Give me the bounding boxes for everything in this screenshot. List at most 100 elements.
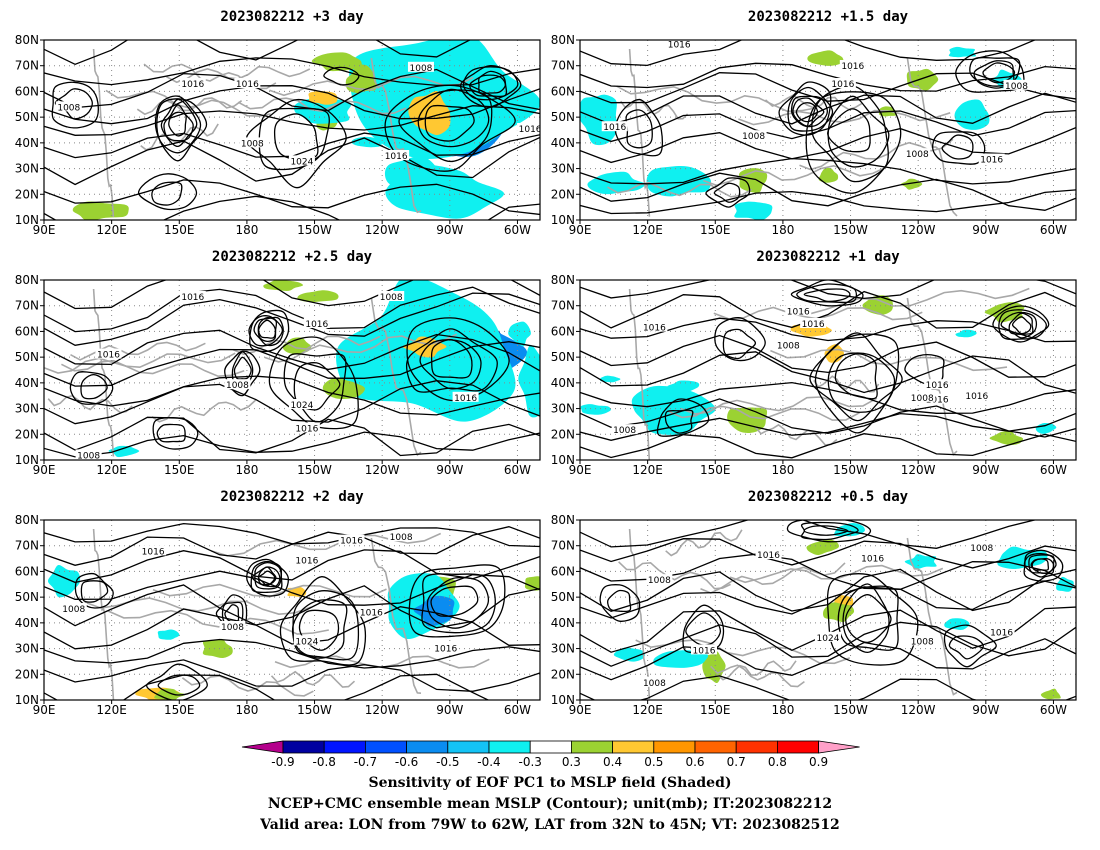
lon-tick-label: 150E bbox=[700, 703, 731, 717]
mslp-closed-contour bbox=[787, 86, 834, 132]
contour-label-bg bbox=[224, 379, 251, 390]
contour-label-bg bbox=[95, 348, 122, 359]
lat-tick-label: 10N bbox=[15, 213, 39, 227]
lat-tick-label: 80N bbox=[551, 273, 575, 287]
sensitivity-shading bbox=[384, 155, 437, 194]
sensitivity-shading bbox=[345, 64, 377, 94]
contour-label: 1024 bbox=[817, 634, 840, 644]
lat-tick-label: 40N bbox=[551, 376, 575, 390]
coastline bbox=[370, 57, 422, 214]
mslp-contour bbox=[44, 375, 540, 416]
sensitivity-shading bbox=[580, 404, 612, 415]
lon-tick-label: 150E bbox=[164, 703, 195, 717]
lat-tick-label: 20N bbox=[551, 427, 575, 441]
colorbar-label: 0.6 bbox=[685, 755, 704, 769]
contour-label-bg bbox=[239, 137, 266, 148]
lon-tick-label: 90E bbox=[569, 223, 592, 237]
mslp-closed-contour bbox=[845, 594, 892, 644]
panel-frame bbox=[43, 39, 541, 221]
lon-tick-label: 150W bbox=[297, 223, 332, 237]
panel-title: 2023082212 +3 day bbox=[220, 9, 364, 25]
mslp-closed-contour bbox=[803, 525, 849, 536]
lat-tick-label: 10N bbox=[551, 693, 575, 707]
contour-label-bg bbox=[378, 291, 405, 301]
mslp-closed-contour bbox=[233, 356, 252, 380]
mslp-contour bbox=[580, 638, 1076, 681]
colorbar-segment bbox=[323, 740, 366, 754]
lon-tick-label: 90E bbox=[33, 463, 56, 477]
panel-title: 2023082212 +2.5 day bbox=[212, 249, 373, 265]
lat-tick-label: 30N bbox=[551, 642, 575, 656]
contour-label: 1008 bbox=[648, 576, 671, 586]
contour-label-bg bbox=[517, 123, 540, 133]
mslp-closed-contour bbox=[54, 88, 93, 120]
contour-label: 1016 bbox=[668, 40, 691, 50]
lat-tick-label: 40N bbox=[15, 616, 39, 630]
colorbar-segment bbox=[818, 740, 860, 754]
contour-label: 1024 bbox=[295, 637, 318, 647]
mslp-closed-contour bbox=[421, 573, 496, 634]
mslp-contour bbox=[580, 317, 1076, 343]
mslp-closed-contour bbox=[607, 589, 632, 613]
mslp-contour bbox=[580, 72, 1076, 104]
mslp-closed-contour bbox=[790, 95, 828, 128]
contour-label: 1016 bbox=[181, 80, 204, 90]
contour-label-bg bbox=[55, 101, 82, 112]
sensitivity-shading bbox=[806, 538, 840, 555]
sensitivity-shading bbox=[263, 280, 303, 291]
sensitivity-shading bbox=[734, 201, 773, 220]
lat-tick-label: 10N bbox=[15, 453, 39, 467]
contour-label-bg bbox=[829, 78, 856, 88]
mslp-closed-contour bbox=[69, 371, 114, 405]
coastline bbox=[181, 675, 314, 697]
lat-tick-label: 10N bbox=[15, 693, 39, 707]
mslp-closed-contour bbox=[156, 98, 208, 162]
mslp-contour bbox=[44, 105, 540, 136]
mslp-closed-contour bbox=[469, 70, 508, 98]
lon-tick-label: 180 bbox=[235, 463, 258, 477]
sensitivity-shading bbox=[508, 321, 531, 347]
colorbar-label: -0.7 bbox=[354, 755, 377, 769]
lon-tick-label: 90E bbox=[569, 703, 592, 717]
lat-tick-label: 80N bbox=[551, 33, 575, 47]
contour-label-bg bbox=[338, 534, 365, 545]
coastline bbox=[92, 528, 115, 700]
colorbar-label: 0.4 bbox=[603, 755, 622, 769]
colorbar-segment bbox=[612, 740, 655, 754]
lon-tick-label: 60W bbox=[1040, 703, 1067, 717]
lon-tick-label: 120E bbox=[96, 703, 127, 717]
sensitivity-shading bbox=[901, 178, 923, 190]
contour-label: 1008 bbox=[911, 637, 934, 647]
lon-tick-label: 180 bbox=[235, 223, 258, 237]
mslp-contour bbox=[580, 40, 1037, 67]
contour-label: 1008 bbox=[911, 394, 934, 404]
contour-label-bg bbox=[800, 318, 827, 328]
coastline bbox=[47, 394, 133, 414]
contour-label-bg bbox=[641, 321, 668, 332]
lon-tick-label: 180 bbox=[235, 703, 258, 717]
contour-label-bg bbox=[407, 61, 434, 72]
mslp-closed-contour bbox=[1011, 316, 1032, 335]
sensitivity-shading bbox=[824, 344, 845, 363]
lat-tick-label: 20N bbox=[15, 427, 39, 441]
lat-tick-label: 60N bbox=[551, 324, 575, 338]
contour-label: 1008 bbox=[613, 426, 636, 436]
contour-label-bg bbox=[909, 635, 936, 646]
mslp-closed-contour bbox=[323, 66, 360, 86]
mslp-contour bbox=[44, 286, 540, 333]
mslp-closed-contour bbox=[157, 674, 201, 696]
mslp-closed-contour bbox=[477, 74, 507, 94]
sensitivity-shading bbox=[349, 40, 540, 159]
mslp-closed-contour bbox=[253, 316, 284, 347]
lat-tick-label: 70N bbox=[551, 539, 575, 553]
lon-tick-label: 90E bbox=[33, 223, 56, 237]
lat-tick-label: 30N bbox=[551, 402, 575, 416]
coastline bbox=[680, 396, 878, 415]
panel-frame bbox=[579, 39, 1077, 221]
contour-label-bg bbox=[646, 574, 673, 585]
contour-label-bg bbox=[691, 644, 717, 655]
mslp-closed-contour bbox=[834, 353, 878, 400]
lat-tick-label: 20N bbox=[15, 187, 39, 201]
